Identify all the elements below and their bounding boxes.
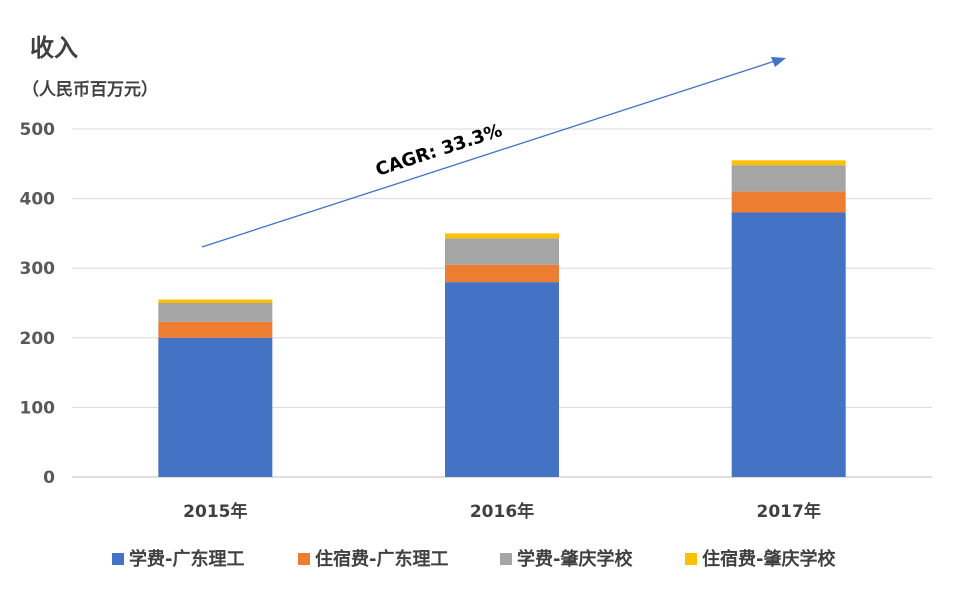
cagr-annotation: CAGR: 33.3% [201, 57, 786, 248]
y-tick-label: 400 [20, 190, 56, 210]
x-category-label: 2017年 [757, 501, 821, 522]
y-tick-label: 200 [20, 329, 56, 349]
legend-swatch [112, 553, 124, 565]
legend-label: 学费-广东理工 [129, 548, 244, 570]
chart-title: 收入 [30, 34, 78, 62]
bar-segment [158, 321, 273, 338]
legend-label: 住宿费-肇庆学校 [702, 548, 836, 570]
bar-segment [158, 337, 273, 477]
y-tick-label: 100 [20, 398, 56, 418]
legend-swatch [500, 553, 512, 565]
bar-segment [445, 233, 559, 239]
y-tick-label: 500 [20, 120, 56, 140]
bar-segment [731, 191, 846, 213]
bar-segment [445, 238, 559, 265]
x-category-label: 2016年 [470, 501, 534, 522]
chart-subtitle: （人民币百万元） [22, 79, 158, 100]
bar-segment [731, 165, 846, 192]
legend-label: 学费-肇庆学校 [517, 548, 633, 570]
bar-segment [158, 303, 273, 322]
legend-swatch [298, 553, 310, 565]
x-axis-labels: 2015年 2016年 2017年 [183, 501, 821, 522]
bar-stacks [158, 160, 846, 477]
legend-swatch [685, 553, 697, 565]
bar-segment [731, 212, 846, 477]
legend: 学费-广东理工 住宿费-广东理工 学费-肇庆学校 住宿费-肇庆学校 [112, 548, 836, 570]
bar-segment [445, 282, 559, 477]
bar-segment [445, 264, 559, 283]
cagr-arrow-line [201, 60, 776, 248]
y-tick-label: 0 [43, 468, 55, 488]
bar-segment [158, 299, 273, 303]
y-tick-label: 300 [20, 259, 56, 279]
legend-label: 住宿费-广东理工 [315, 548, 448, 570]
x-category-label: 2015年 [183, 501, 247, 522]
cagr-arrow-head [771, 57, 786, 67]
y-axis-tick-labels: 0 100 200 300 400 500 [20, 120, 56, 488]
bar-segment [731, 160, 846, 166]
